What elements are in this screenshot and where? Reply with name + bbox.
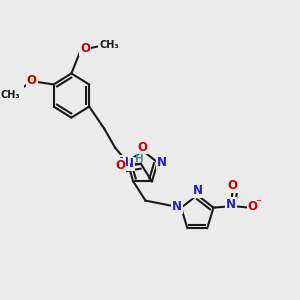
Text: O: O (228, 179, 238, 192)
Text: N: N (193, 184, 203, 197)
Text: H: H (135, 154, 144, 164)
Text: N: N (124, 158, 134, 170)
Text: O: O (138, 141, 148, 154)
Text: N: N (226, 198, 236, 211)
Text: ⁻: ⁻ (255, 198, 261, 208)
Text: N: N (172, 200, 182, 213)
Text: CH₃: CH₃ (1, 90, 20, 100)
Text: N: N (118, 156, 129, 169)
Text: N: N (157, 156, 166, 169)
Text: O: O (115, 159, 125, 172)
Text: O: O (248, 200, 258, 213)
Text: O: O (80, 42, 90, 55)
Text: O: O (27, 74, 37, 87)
Text: CH₃: CH₃ (99, 40, 119, 50)
